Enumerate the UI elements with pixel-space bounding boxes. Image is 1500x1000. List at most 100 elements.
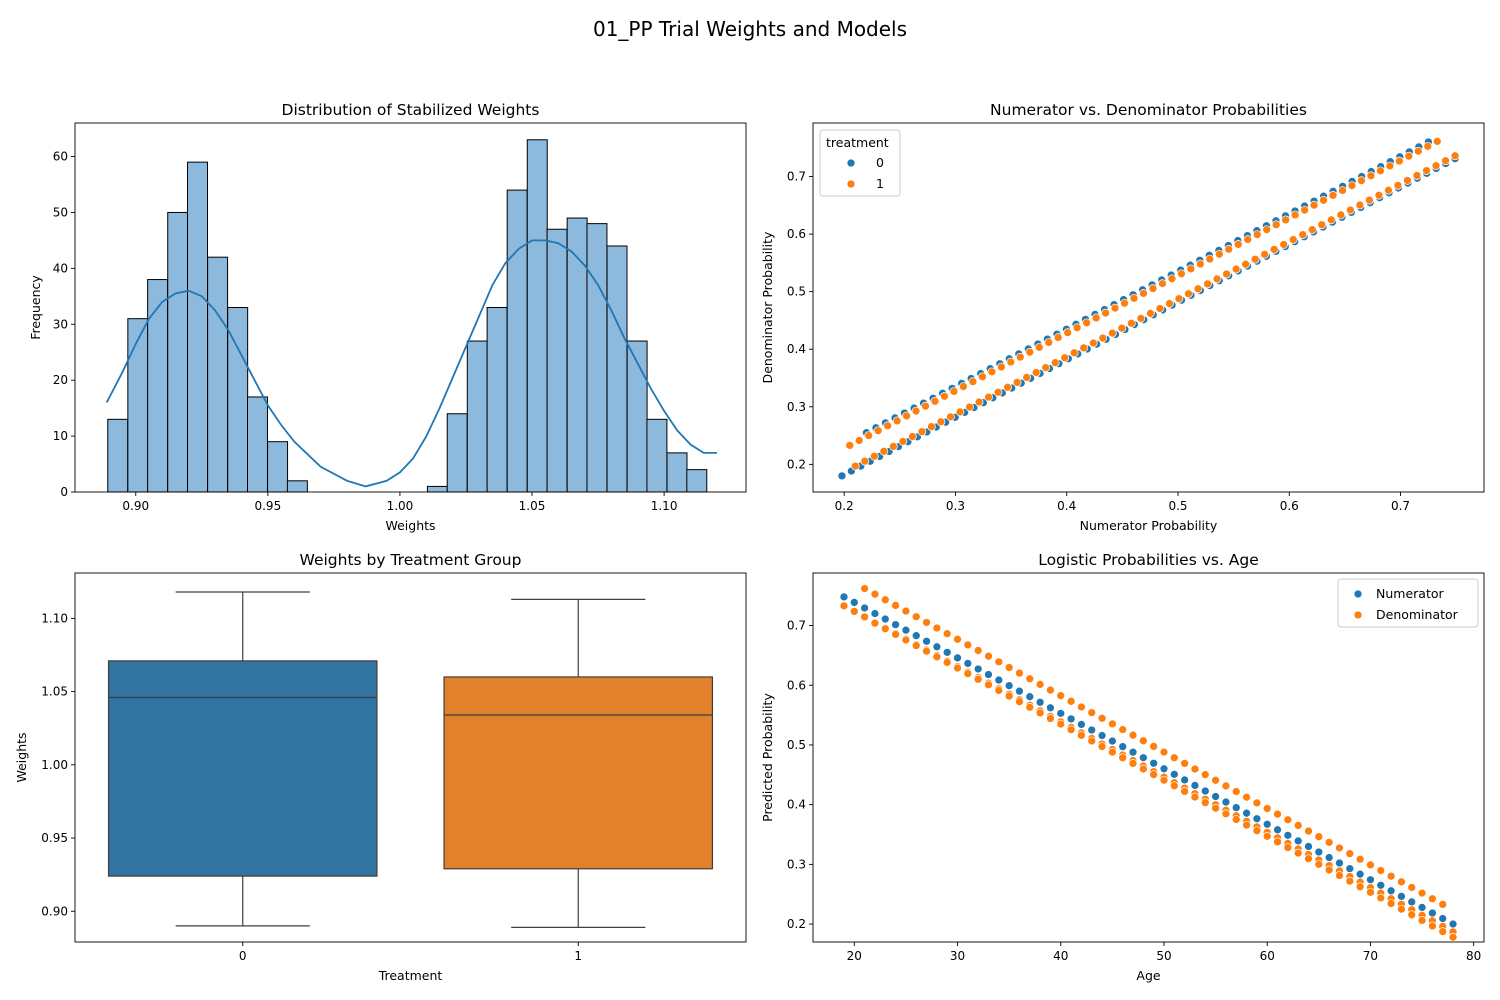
- scatter-point-numerator: [1087, 725, 1097, 735]
- y-tick-label: 1.10: [41, 611, 68, 625]
- scatter-point-treatment-1: [1328, 190, 1338, 200]
- scatter-point-treatment-1: [864, 431, 874, 440]
- histogram-bar: [606, 245, 628, 493]
- scatter-point-numerator: [1169, 770, 1179, 779]
- legend-title: treatment: [826, 135, 889, 150]
- y-tick-label: 1.05: [41, 685, 68, 699]
- scatter-point-numerator: [922, 636, 931, 646]
- scatter-point-denominator: [1138, 736, 1148, 746]
- legend-marker: [846, 158, 856, 168]
- scatter-point-treatment-1: [1338, 186, 1347, 195]
- x-tick-label: 80: [1466, 949, 1481, 963]
- scatter-point-treatment-1: [860, 456, 870, 466]
- scatter-point-denominator: [1366, 860, 1375, 870]
- scatter-point-treatment-1: [1366, 171, 1376, 181]
- scatter-point-treatment-1: [1403, 176, 1412, 185]
- scatter-point-treatment-1: [1003, 382, 1012, 392]
- scatter-point-treatment-1: [1136, 313, 1146, 323]
- scatter-point-denominator: [1283, 843, 1293, 852]
- scatter-point-denominator: [1345, 849, 1355, 858]
- scatter-point-denominator: [1190, 792, 1200, 802]
- scatter-point-numerator: [891, 620, 900, 629]
- scatter-point-denominator: [1386, 871, 1396, 881]
- histogram-bar: [207, 256, 229, 493]
- scatter-point-treatment-1: [1365, 195, 1374, 205]
- scatter-point-denominator: [1231, 815, 1241, 824]
- scatter-point-denominator: [1252, 826, 1262, 836]
- x-tick-label: 0.5: [1168, 499, 1187, 513]
- scatter-point-denominator: [1262, 831, 1272, 841]
- scatter-point-treatment-1: [1148, 284, 1158, 293]
- plot-frame: [812, 572, 1485, 943]
- scatter-point-denominator: [1108, 719, 1117, 729]
- scatter-point-numerator: [1159, 764, 1169, 774]
- scatter-point-numerator: [1108, 736, 1117, 746]
- box-iqr-0: [107, 660, 378, 877]
- scatter-point-treatment-1: [892, 416, 902, 426]
- scatter-point-treatment-1: [996, 362, 1006, 372]
- histogram-bar: [426, 485, 448, 493]
- scatter-point-treatment-1: [889, 442, 898, 451]
- scatter-point-denominator: [1335, 843, 1344, 853]
- scatter-point-treatment-1: [1307, 225, 1317, 235]
- scatter-point-treatment-1: [1269, 245, 1279, 254]
- scatter-point-treatment-1: [1110, 303, 1120, 313]
- scatter-point-denominator: [1180, 759, 1189, 768]
- scatter-point-treatment-1: [1250, 254, 1260, 264]
- scatter-point-denominator: [1004, 691, 1014, 701]
- scatter-point-denominator: [1376, 866, 1386, 875]
- scatter-point-numerator: [1252, 814, 1262, 824]
- scatter-point-treatment-1: [936, 417, 946, 427]
- scatter-point-treatment-1: [883, 421, 892, 431]
- scatter-point-treatment-1: [1205, 254, 1215, 264]
- scatter-point-denominator: [1180, 787, 1189, 796]
- scatter-point-denominator: [963, 640, 973, 650]
- scatter-point-treatment-1: [1271, 220, 1281, 230]
- scatter-point-treatment-1: [1252, 230, 1262, 239]
- scatter-point-treatment-1: [879, 446, 889, 456]
- scatter-point-treatment-1: [1127, 318, 1136, 328]
- scatter-point-denominator: [1108, 747, 1117, 757]
- scatter-point-denominator: [963, 669, 973, 678]
- scatter-point-treatment-1: [1041, 363, 1051, 372]
- scatter-point-treatment-1: [1177, 269, 1186, 279]
- scatter-point-denominator: [1128, 759, 1138, 768]
- histogram-bar: [187, 161, 209, 493]
- legend-label: 1: [876, 176, 884, 191]
- x-tick-label: 0.2: [835, 499, 854, 513]
- scatter-point-denominator: [1015, 668, 1024, 678]
- scatter-point-denominator: [1417, 888, 1427, 898]
- x-tick-label: 0.95: [254, 499, 281, 513]
- scatter-point-treatment-1: [1231, 264, 1241, 274]
- scatter-point-denominator: [1087, 736, 1097, 746]
- scatter-point-numerator: [1138, 753, 1148, 763]
- scatter-point-numerator: [1438, 914, 1448, 923]
- kde-curve: [105, 239, 717, 488]
- scatter-point-treatment-1: [1376, 166, 1385, 176]
- scatter-point-numerator: [1035, 697, 1045, 707]
- scatter-point-denominator: [1262, 804, 1272, 813]
- plot-frame: [812, 122, 1485, 493]
- scatter-point-denominator: [1386, 899, 1396, 908]
- scatter-point-denominator: [860, 612, 869, 622]
- y-axis-label: Denominator Probability: [760, 231, 775, 383]
- scatter-point-denominator: [1231, 787, 1241, 796]
- plot-frame: [74, 572, 747, 943]
- scatter-point-treatment-1: [1317, 220, 1327, 230]
- y-tick-label: 10: [53, 429, 68, 443]
- scatter-point-denominator: [984, 651, 993, 661]
- scatter-point-numerator: [1366, 875, 1375, 885]
- x-tick-label: 30: [950, 949, 965, 963]
- scatter-point-treatment-1: [1355, 200, 1365, 210]
- scatter-point-treatment-1: [1129, 293, 1139, 303]
- scatter-point-treatment-1: [946, 412, 955, 422]
- scatter-point-denominator: [901, 606, 911, 616]
- scatter-point-treatment-1: [1174, 294, 1184, 303]
- scatter-point-denominator: [973, 674, 983, 684]
- scatter-point-numerator: [984, 670, 993, 679]
- scatter-point-treatment-1: [1374, 190, 1384, 200]
- scatter-point-treatment-1: [1022, 373, 1032, 382]
- scatter-point-treatment-1: [1107, 328, 1117, 338]
- histogram-bar: [586, 223, 608, 493]
- scatter-point-denominator: [891, 630, 900, 639]
